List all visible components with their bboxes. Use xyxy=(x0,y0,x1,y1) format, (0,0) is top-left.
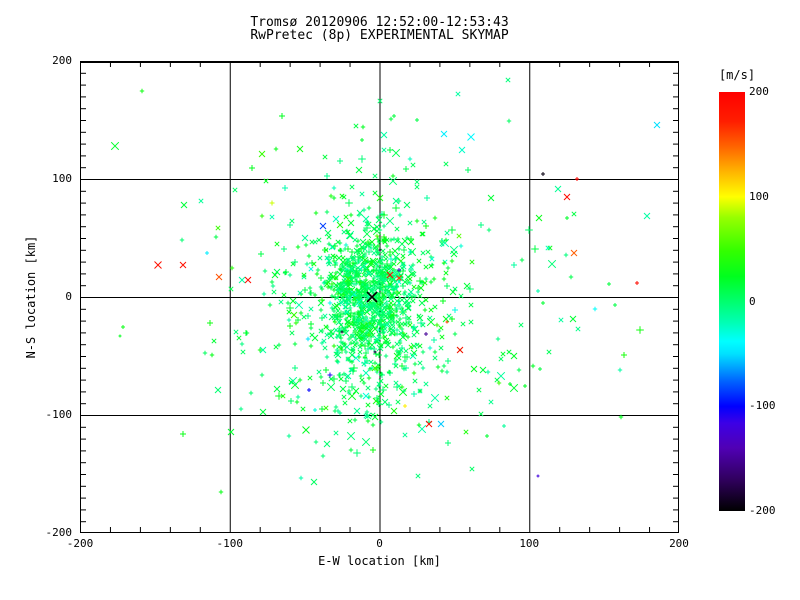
y-tick-label: 0 xyxy=(65,290,72,303)
x-tick-label: 0 xyxy=(376,537,383,550)
y-axis-title: N-S location [km] xyxy=(24,235,38,359)
colorbar-gradient xyxy=(719,92,745,511)
x-tick-label: -100 xyxy=(216,537,244,550)
chart-subtitle: RwPretec (8p) EXPERIMENTAL SKYMAP xyxy=(250,28,509,43)
x-tick-label: 100 xyxy=(519,537,540,550)
colorbar-tick-label: 0 xyxy=(749,294,756,308)
colorbar-unit-label: [m/s] xyxy=(718,68,756,82)
colorbar-tick-label: -100 xyxy=(749,399,776,413)
y-tick-label: -200 xyxy=(45,526,73,539)
y-tick-label: 200 xyxy=(52,54,72,67)
x-axis-title: E-W location [km] xyxy=(318,554,441,568)
scatter-points xyxy=(110,77,661,495)
colorbar-tick-label: -200 xyxy=(749,504,776,517)
colorbar-tick-label: 100 xyxy=(749,189,769,203)
colorbar-tick-label: 200 xyxy=(749,85,769,98)
y-tick-label: -100 xyxy=(45,408,73,421)
plot-area xyxy=(80,61,679,533)
y-tick-label: 100 xyxy=(52,172,72,185)
x-tick-label: 200 xyxy=(669,537,689,550)
skymap-scatter-plot xyxy=(80,61,679,533)
grid-and-ticks xyxy=(80,61,679,533)
origin-marker xyxy=(366,291,378,303)
x-tick-label: -200 xyxy=(66,537,94,550)
chart-title: Tromsø 20120906 12:52:00-12:53:43 xyxy=(250,15,509,30)
